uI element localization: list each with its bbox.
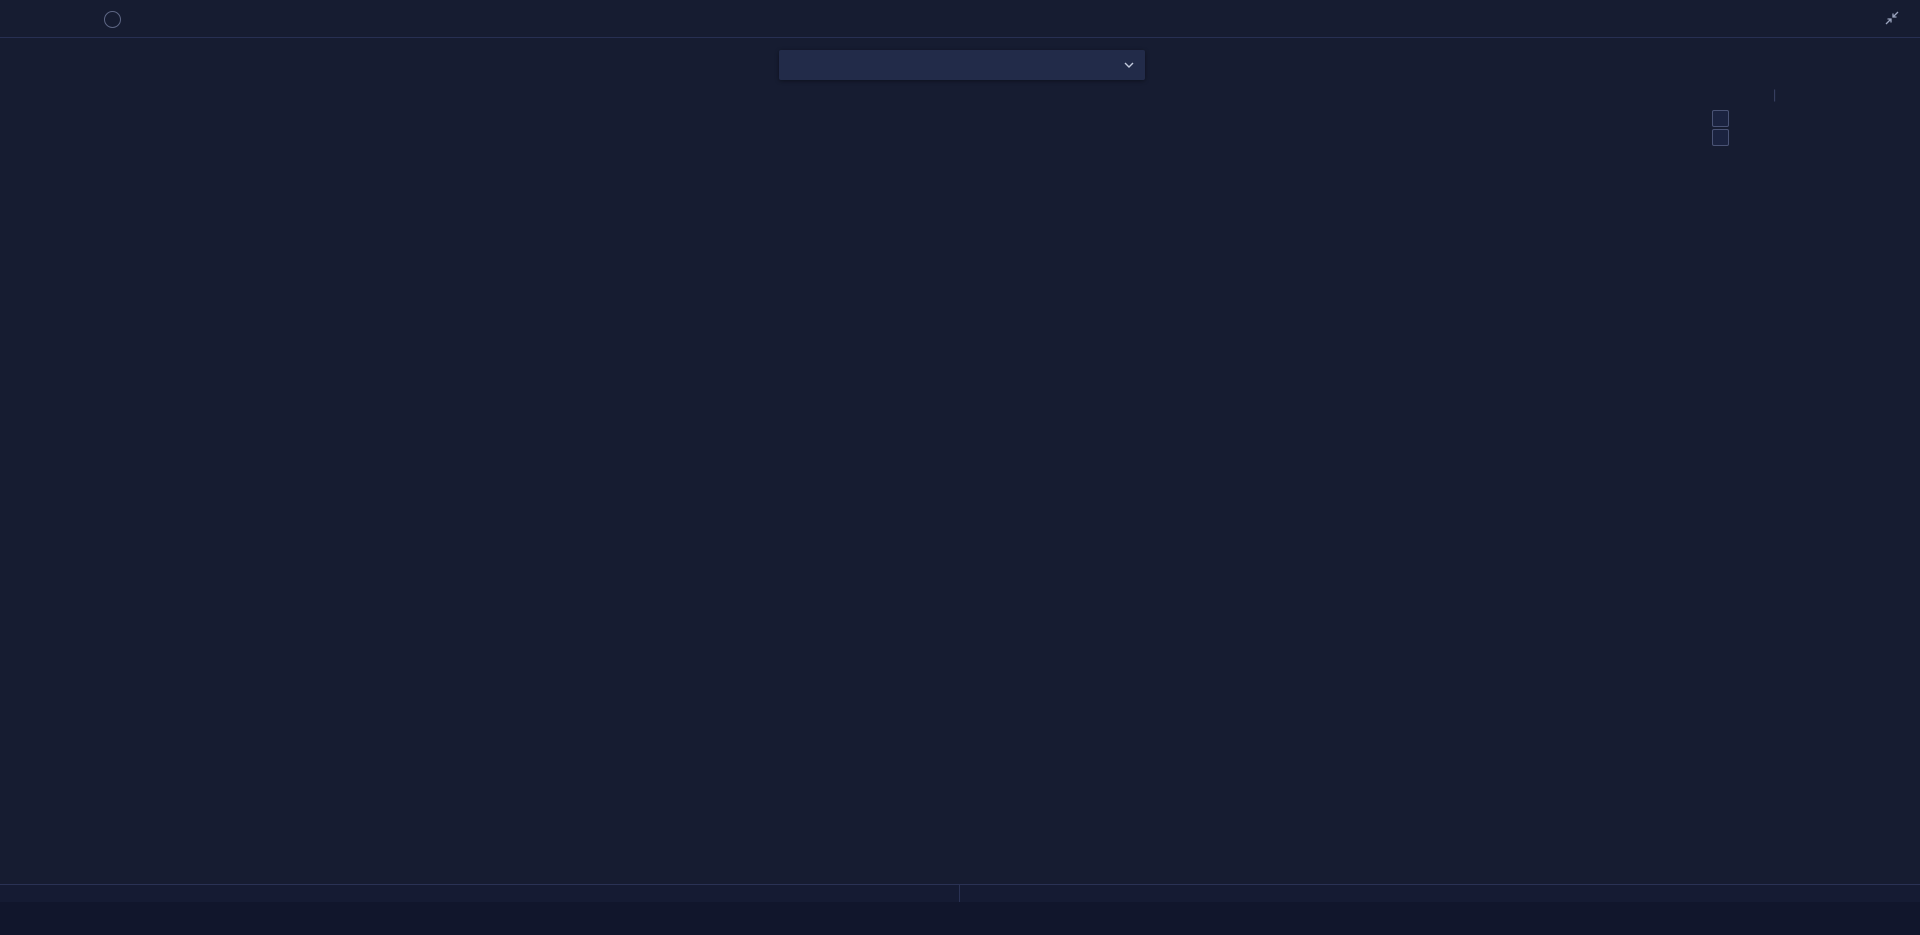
panel-expand-button[interactable] bbox=[1712, 110, 1729, 127]
panel-help-button[interactable] bbox=[1712, 129, 1729, 146]
instrument-selector[interactable] bbox=[779, 50, 1145, 80]
settings-links: | bbox=[1773, 88, 1777, 102]
pane-divider bbox=[959, 885, 960, 903]
time-axis[interactable] bbox=[0, 902, 1920, 935]
title-help-icon[interactable] bbox=[104, 11, 121, 28]
indicator-pane-strip bbox=[0, 884, 1920, 904]
collapse-icon[interactable] bbox=[1884, 10, 1900, 26]
chevron-down-icon bbox=[1123, 59, 1135, 71]
